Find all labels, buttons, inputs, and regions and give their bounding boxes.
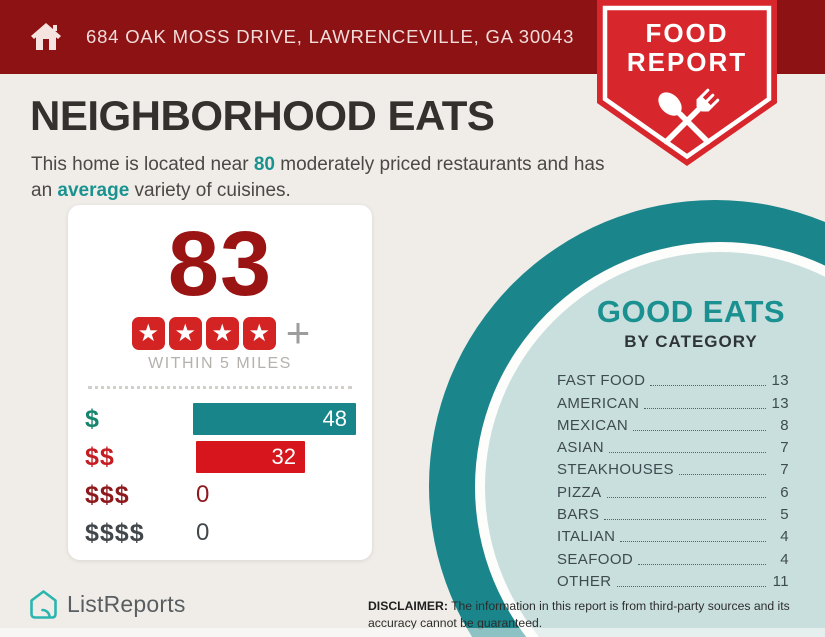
category-count: 4 bbox=[780, 528, 789, 546]
good-eats-title: GOOD EATS bbox=[596, 294, 786, 329]
price-count-value: 48 bbox=[322, 406, 347, 431]
price-row: $$ 32 bbox=[85, 438, 356, 476]
category-count: 6 bbox=[780, 483, 789, 501]
category-row: MEXICAN 8 bbox=[557, 414, 789, 436]
category-row: OTHER 11 bbox=[557, 570, 789, 592]
plus-icon: + bbox=[285, 309, 311, 356]
good-eats-subtitle: BY CATEGORY bbox=[624, 332, 758, 351]
category-count: 5 bbox=[780, 506, 789, 524]
category-count: 13 bbox=[771, 394, 789, 412]
category-name: STEAKHOUSES bbox=[557, 461, 674, 479]
price-count-value: 32 bbox=[271, 444, 296, 469]
category-row: STEAKHOUSES 7 bbox=[557, 458, 789, 480]
dotted-leader bbox=[606, 496, 766, 498]
listreports-house-icon bbox=[30, 590, 57, 619]
category-row: BARS 5 bbox=[557, 503, 789, 525]
disclaimer-body: The information in this report is from t… bbox=[368, 599, 790, 630]
category-row: PIZZA 6 bbox=[557, 480, 789, 502]
restaurant-total-count: 83 bbox=[167, 213, 273, 315]
intro-paragraph: This home is located near 80 moderately … bbox=[31, 152, 615, 204]
dotted-leader bbox=[604, 519, 766, 521]
price-tier-chart: $48 $$ 32 $$$ 0 $$$$ 0 bbox=[68, 400, 372, 552]
category-row: SEAFOOD 4 bbox=[557, 547, 789, 569]
price-count-value: 0 bbox=[196, 519, 210, 546]
price-count-bar: 32 bbox=[196, 441, 305, 473]
ribbon-line1: FOOD bbox=[645, 18, 728, 48]
good-eats-panel: GOOD EATS BY CATEGORY FAST FOOD 13 AMERICA… bbox=[557, 294, 789, 592]
price-tier-label: $$$ bbox=[85, 480, 130, 509]
price-row: $$$$ 0 bbox=[85, 514, 356, 552]
intro-section: NEIGHBORHOOD EATS This home is located n… bbox=[30, 92, 615, 204]
food-report-ribbon: FOOD REPORT bbox=[597, 0, 777, 166]
category-row: FAST FOOD 13 bbox=[557, 369, 789, 391]
page-title: NEIGHBORHOOD EATS bbox=[30, 92, 495, 139]
variety-word: average bbox=[57, 180, 130, 201]
star-icon: ★ bbox=[131, 316, 165, 350]
listreports-wordmark: ListReports bbox=[67, 591, 186, 617]
category-name: FAST FOOD bbox=[557, 372, 646, 390]
category-name: ASIAN bbox=[557, 439, 605, 457]
disclaimer-text: DISCLAIMER: The information in this repo… bbox=[368, 598, 805, 631]
category-name: AMERICAN bbox=[557, 394, 640, 412]
intro-text-2: moderately priced restaurants and has an bbox=[31, 154, 605, 201]
category-list: FAST FOOD 13 AMERICAN 13 MEXICAN 8 ASIAN 7 STEAK… bbox=[557, 369, 789, 592]
price-tier-label: $$ bbox=[85, 442, 115, 471]
intro-text-1: This home is located near bbox=[31, 154, 254, 175]
disclaimer-label: DISCLAIMER: bbox=[368, 599, 448, 614]
category-count: 11 bbox=[772, 572, 789, 590]
dotted-leader bbox=[638, 563, 766, 565]
dotted-leader bbox=[609, 452, 766, 454]
star-icon: ★ bbox=[168, 316, 202, 350]
category-row: AMERICAN 13 bbox=[557, 391, 789, 413]
home-icon bbox=[31, 23, 61, 50]
category-row: ASIAN 7 bbox=[557, 436, 789, 458]
intro-text-3: variety of cuisines. bbox=[129, 180, 291, 201]
dotted-leader bbox=[616, 585, 766, 587]
category-count: 13 bbox=[771, 372, 789, 390]
restaurant-count-inline: 80 bbox=[253, 154, 275, 175]
price-tier-label: $ bbox=[85, 404, 100, 433]
category-name: OTHER bbox=[557, 572, 612, 590]
dotted-leader bbox=[620, 541, 766, 543]
dotted-leader bbox=[644, 407, 766, 409]
bottom-fade-strip bbox=[0, 628, 825, 637]
price-count-value: 0 bbox=[196, 481, 210, 508]
category-name: MEXICAN bbox=[557, 416, 629, 434]
radius-caption: WITHIN 5 MILES bbox=[148, 355, 292, 372]
price-count-bar: 48 bbox=[193, 403, 356, 435]
price-row: $48 bbox=[85, 400, 356, 438]
category-count: 8 bbox=[780, 416, 789, 434]
category-row: ITALIAN 4 bbox=[557, 525, 789, 547]
star-icon: ★ bbox=[205, 316, 239, 350]
category-count: 4 bbox=[780, 550, 789, 568]
category-name: BARS bbox=[557, 506, 600, 524]
rating-stars: ★ ★ ★ ★ + bbox=[68, 309, 372, 356]
ribbon-line2: REPORT bbox=[627, 47, 747, 77]
category-name: SEAFOOD bbox=[557, 550, 634, 568]
price-row: $$$ 0 bbox=[85, 476, 356, 514]
spoon-fork-icon bbox=[658, 88, 720, 145]
dotted-leader bbox=[650, 385, 766, 387]
dotted-leader bbox=[678, 474, 766, 476]
category-count: 7 bbox=[780, 461, 789, 479]
price-tier-label: $$$$ bbox=[85, 518, 145, 547]
property-address: 684 OAK MOSS DRIVE, LAWRENCEVILLE, GA 30… bbox=[86, 26, 575, 47]
star-icon: ★ bbox=[242, 316, 276, 350]
card-divider bbox=[88, 386, 352, 389]
category-name: ITALIAN bbox=[557, 528, 616, 546]
listreports-logo: ListReports bbox=[28, 588, 186, 621]
restaurant-score-card: 83 ★ ★ ★ ★ + WITHIN 5 MILES $48 $$ 32 $$$ 0 $$$$ 0 bbox=[68, 205, 372, 560]
dotted-leader bbox=[633, 429, 766, 431]
category-name: PIZZA bbox=[557, 483, 602, 501]
category-count: 7 bbox=[780, 439, 789, 457]
